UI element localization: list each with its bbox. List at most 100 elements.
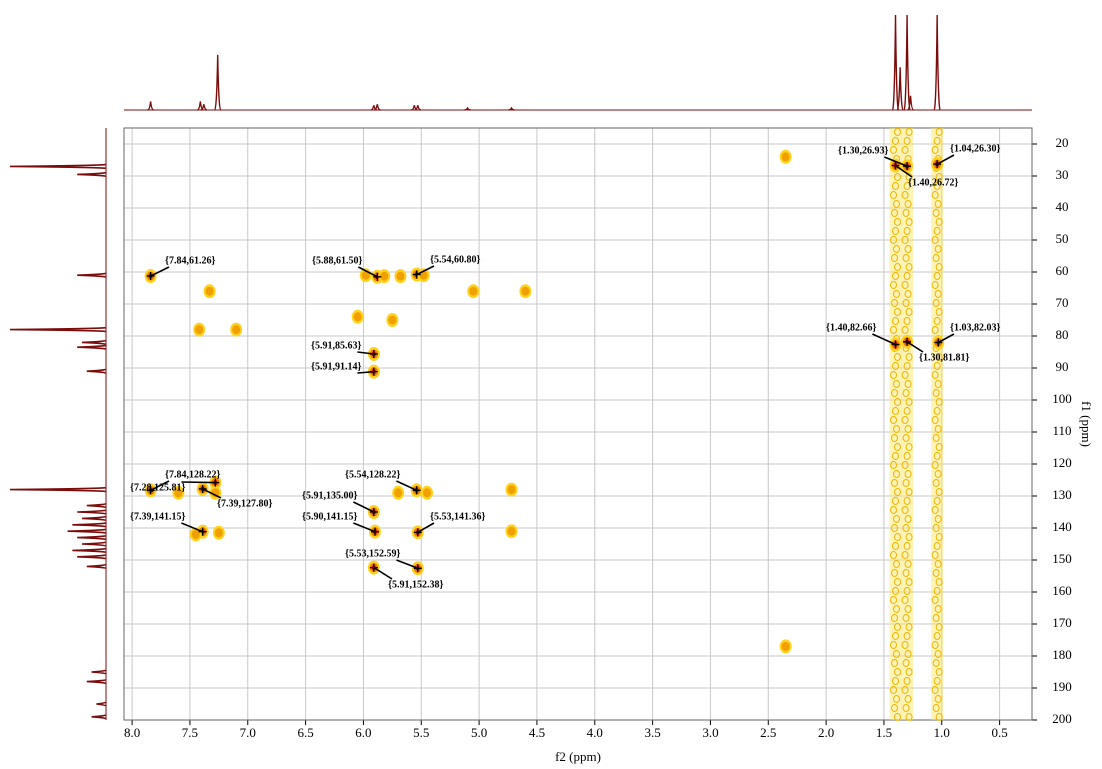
peak-arrow (358, 266, 378, 278)
top-peak (891, 14, 900, 111)
contour-mid (380, 271, 389, 281)
peak-marker (933, 160, 942, 169)
noise-spot (890, 551, 898, 559)
peak-arrow (150, 480, 170, 492)
noise-spot (901, 506, 909, 514)
noise-spot (901, 686, 909, 694)
noise-spot (892, 452, 900, 460)
peak-marker (412, 486, 421, 495)
noise-spot (935, 488, 943, 496)
left-peak (77, 171, 107, 178)
noise-spot (934, 425, 942, 433)
noise-spot (891, 434, 899, 442)
noise-spot (902, 254, 910, 262)
noise-spot (893, 515, 901, 523)
noise-spot (903, 407, 911, 415)
peak-label: {1.30,81.81} (919, 352, 969, 363)
x-tick-label: 4.0 (587, 725, 603, 740)
noise-spot (890, 641, 898, 649)
peak-marker (211, 478, 220, 487)
contour-mid (388, 315, 397, 325)
noise-spot (902, 434, 910, 442)
peak-label: {5.54,128.22} (345, 469, 400, 480)
y-tick-label: 40 (1056, 199, 1069, 214)
noise-spot (891, 569, 899, 577)
peak-label: {7.84,61.26} (165, 255, 215, 266)
noise-spot (932, 614, 940, 622)
x-tick-label: 4.5 (529, 725, 545, 740)
noise-spot (894, 488, 902, 496)
y-tick-label: 130 (1052, 487, 1072, 502)
peak-label: {7.28,125.81} (130, 482, 185, 493)
contour-mid (191, 529, 200, 539)
peak-marker (413, 564, 422, 573)
noise-spot (892, 272, 900, 280)
noise-spot (892, 227, 900, 235)
x-tick-label: 3.5 (644, 725, 660, 740)
cross-peak (392, 485, 405, 500)
peak-marker (371, 527, 380, 536)
left-peak (72, 547, 107, 554)
noise-spot (902, 704, 910, 712)
peak-marker (413, 528, 422, 537)
left-peak (91, 714, 107, 720)
noise-spot (890, 461, 898, 469)
noise-spot (935, 353, 943, 361)
peak-arrow (416, 265, 435, 276)
noise-spot (932, 434, 940, 442)
top-peak (896, 67, 904, 111)
cross-peak (351, 309, 364, 324)
noise-spot (933, 542, 941, 550)
noise-spot (893, 380, 901, 388)
peak-label: {1.40,26.72} (908, 177, 958, 188)
peak-arrow (936, 154, 955, 165)
noise-spot (935, 173, 943, 181)
noise-spot (905, 128, 913, 136)
noise-spot (904, 470, 912, 478)
top-peak (907, 95, 914, 111)
noise-spot (890, 596, 898, 604)
left-peak (86, 502, 107, 509)
cross-peak (779, 639, 792, 654)
noise-spot (901, 191, 909, 199)
noise-spot (935, 218, 943, 226)
y-tick-label: 50 (1056, 231, 1069, 246)
left-peak (77, 534, 107, 541)
noise-spot (894, 128, 902, 136)
noise-spot (891, 659, 899, 667)
x-tick-label: 8.0 (124, 725, 140, 740)
contour-mid (394, 488, 403, 498)
noise-spot (903, 227, 911, 235)
noise-spot (905, 623, 913, 631)
y-tick-label: 60 (1056, 263, 1069, 278)
noise-spot (931, 326, 939, 334)
noise-spot (894, 443, 902, 451)
noise-spot (890, 191, 898, 199)
noise-spot (935, 713, 943, 721)
noise-spot (890, 326, 898, 334)
noise-spot (905, 668, 913, 676)
x-tick-label: 0.5 (991, 725, 1007, 740)
noise-spot (934, 605, 942, 613)
peak-arrow (396, 559, 419, 570)
x-tick-label: 3.0 (702, 725, 718, 740)
x-tick-label: 7.0 (240, 725, 256, 740)
cross-peak (394, 269, 407, 284)
peak-arrow (872, 333, 896, 346)
noise-spot (931, 371, 939, 379)
noise-spot (932, 704, 940, 712)
peak-label: {5.91,85.63} (311, 340, 361, 351)
noise-spot (890, 506, 898, 514)
contour-mid (521, 286, 530, 296)
cross-peak (203, 284, 216, 299)
peak-label: {5.54,60.80} (430, 254, 480, 265)
noise-spot (890, 686, 898, 694)
y-tick-label: 170 (1052, 615, 1072, 630)
contour-mid (507, 485, 516, 495)
noise-spot (932, 209, 940, 217)
noise-spot (904, 200, 912, 208)
left-peak (72, 522, 107, 528)
y-tick-label: 80 (1056, 327, 1069, 342)
left-peak (9, 326, 107, 333)
